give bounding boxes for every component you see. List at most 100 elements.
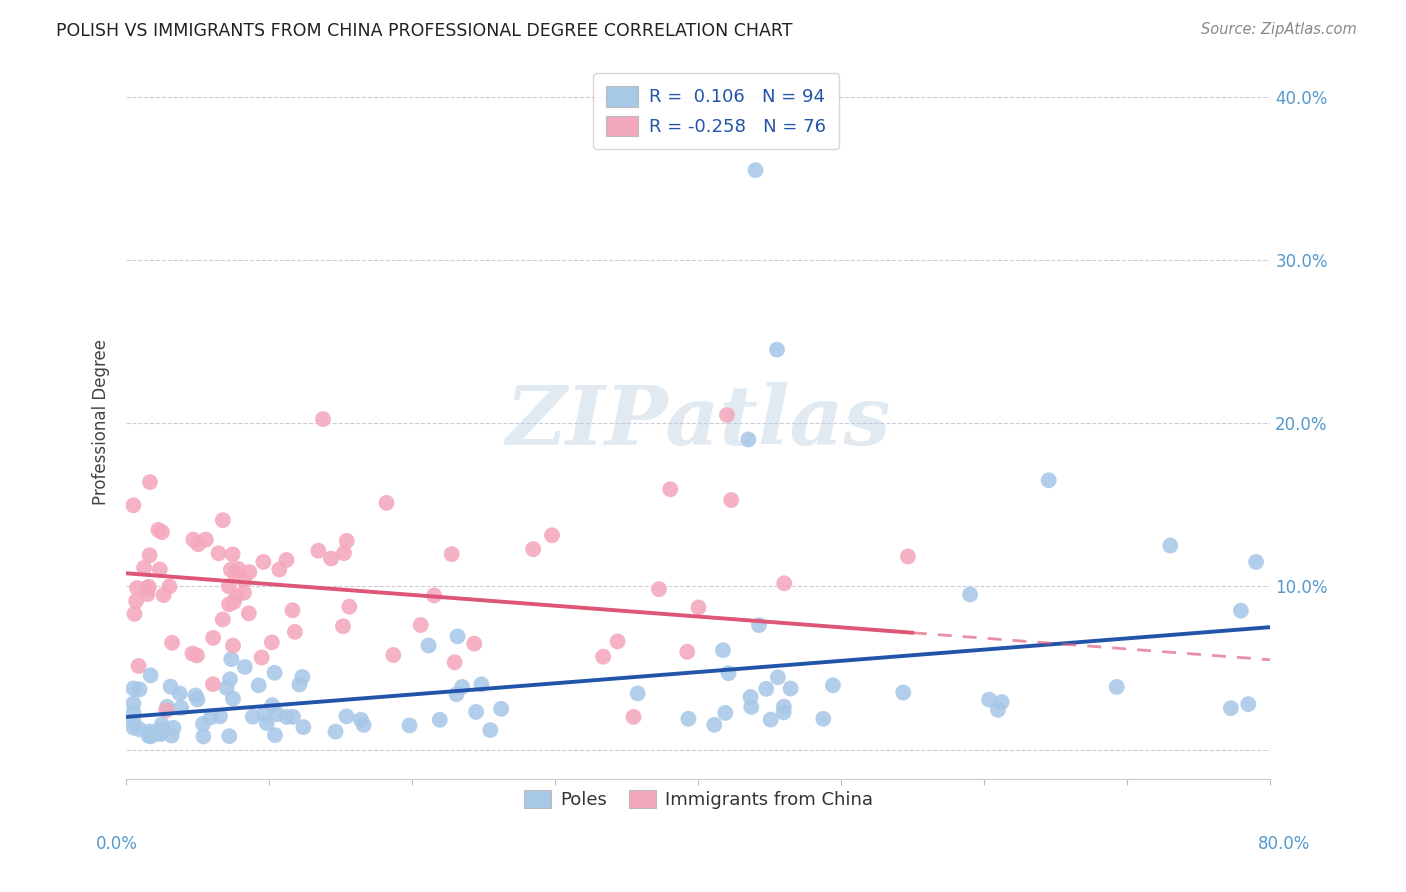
Legend: Poles, Immigrants from China: Poles, Immigrants from China [517, 782, 880, 816]
Point [716, 408, 738, 422]
Point [821, 678, 844, 692]
Point [766, 670, 789, 684]
Point [122, 714, 145, 728]
Point [418, 639, 440, 653]
Point [659, 483, 682, 497]
Point [606, 634, 628, 648]
Point [218, 579, 240, 593]
Point [186, 692, 208, 706]
Point [132, 561, 155, 575]
Point [224, 566, 246, 581]
Point [149, 725, 172, 739]
Y-axis label: Professional Degree: Professional Degree [93, 338, 110, 505]
Point [128, 659, 150, 673]
Point [409, 618, 432, 632]
Point [678, 712, 700, 726]
Point [242, 709, 264, 723]
Point [627, 686, 650, 700]
Point [200, 710, 222, 724]
Point [291, 670, 314, 684]
Point [1038, 473, 1060, 487]
Point [353, 718, 375, 732]
Point [332, 619, 354, 633]
Point [623, 710, 645, 724]
Point [211, 613, 233, 627]
Point [219, 673, 242, 687]
Point [157, 579, 180, 593]
Point [321, 551, 343, 566]
Point [156, 699, 179, 714]
Text: ZIPatlas: ZIPatlas [506, 382, 891, 461]
Point [155, 703, 177, 717]
Point [212, 513, 235, 527]
Point [1159, 539, 1181, 553]
Point [143, 725, 166, 739]
Point [465, 705, 488, 719]
Point [162, 721, 184, 735]
Point [150, 723, 173, 737]
Point [446, 687, 468, 701]
Point [186, 648, 208, 663]
Point [759, 713, 782, 727]
Point [423, 589, 446, 603]
Point [897, 549, 920, 564]
Point [260, 635, 283, 649]
Point [160, 729, 183, 743]
Point [138, 729, 160, 743]
Point [284, 624, 307, 639]
Point [1244, 555, 1267, 569]
Point [688, 600, 710, 615]
Point [124, 607, 146, 621]
Point [250, 650, 273, 665]
Point [592, 649, 614, 664]
Point [429, 713, 451, 727]
Point [122, 721, 145, 735]
Point [737, 433, 759, 447]
Point [463, 637, 485, 651]
Point [150, 717, 173, 731]
Point [253, 706, 276, 721]
Point [225, 589, 247, 603]
Point [184, 689, 207, 703]
Point [703, 718, 725, 732]
Point [1219, 701, 1241, 715]
Point [266, 707, 288, 722]
Point [748, 618, 770, 632]
Point [139, 727, 162, 741]
Point [382, 648, 405, 662]
Point [218, 729, 240, 743]
Point [169, 686, 191, 700]
Point [159, 680, 181, 694]
Point [139, 668, 162, 682]
Point [222, 639, 245, 653]
Point [149, 727, 172, 741]
Point [183, 533, 205, 547]
Point [281, 710, 304, 724]
Point [136, 587, 159, 601]
Point [773, 576, 796, 591]
Point [193, 730, 215, 744]
Point [218, 597, 240, 611]
Point [263, 665, 285, 680]
Point [398, 718, 420, 732]
Point [128, 723, 150, 737]
Point [773, 699, 796, 714]
Point [202, 631, 225, 645]
Point [717, 666, 740, 681]
Point [194, 533, 217, 547]
Point [312, 412, 335, 426]
Point [307, 543, 329, 558]
Point [170, 701, 193, 715]
Point [207, 546, 229, 560]
Point [375, 496, 398, 510]
Point [181, 647, 204, 661]
Point [136, 581, 159, 595]
Point [139, 729, 162, 743]
Point [122, 498, 145, 512]
Point [191, 717, 214, 731]
Point [744, 163, 766, 178]
Point [139, 475, 162, 489]
Point [215, 681, 238, 695]
Point [714, 706, 737, 720]
Point [720, 493, 742, 508]
